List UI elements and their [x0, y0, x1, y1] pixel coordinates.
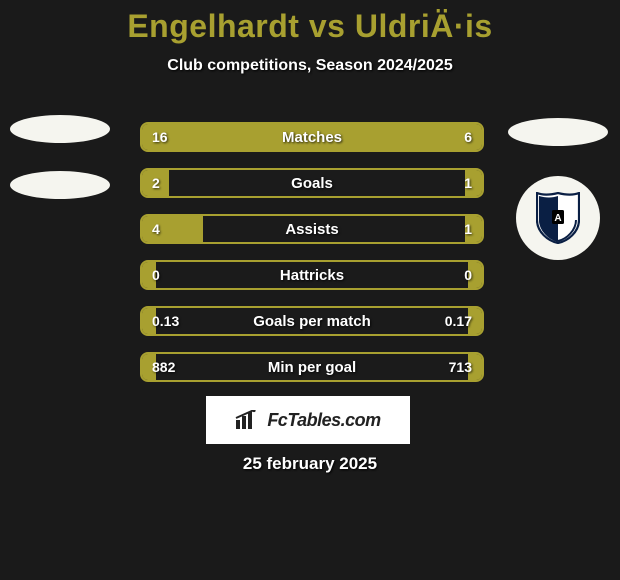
stat-row: 0 0Hattricks — [140, 260, 484, 290]
date-text: 25 february 2025 — [0, 454, 620, 474]
page-title: Engelhardt vs UldriÄ·is — [0, 0, 620, 45]
shield-icon: A — [536, 192, 580, 244]
ellipse-icon — [10, 115, 110, 143]
stat-label: Hattricks — [142, 262, 482, 288]
stat-value-right: 1 — [464, 170, 472, 196]
player-left-badge — [10, 115, 110, 227]
stat-label: Goals per match — [142, 308, 482, 334]
site-logo: FcTables.com — [206, 396, 410, 444]
stat-row: 41Assists — [140, 214, 484, 244]
player-right-badge — [508, 118, 608, 174]
stat-value-left: 16 — [152, 124, 168, 150]
stat-label: Goals — [142, 170, 482, 196]
stat-value-left: 882 — [152, 354, 175, 380]
stat-value-right: 0.17 — [445, 308, 472, 334]
stat-fill-left — [142, 124, 380, 150]
stat-value-right: 713 — [449, 354, 472, 380]
club-logo-right: A — [516, 176, 600, 260]
stat-value-right: 6 — [464, 124, 472, 150]
bars-icon — [235, 410, 261, 430]
ellipse-icon — [508, 118, 608, 146]
stats-panel: 166Matches21Goals41Assists00Hattricks0.1… — [140, 122, 484, 398]
stat-row: 882 713Min per goal — [140, 352, 484, 382]
stat-row: 166Matches — [140, 122, 484, 152]
club-letter: A — [554, 213, 561, 224]
stat-row: 2 1Goals — [140, 168, 484, 198]
stat-value-left: 2 — [152, 170, 160, 196]
infographic-root: Engelhardt vs UldriÄ·is Club competition… — [0, 0, 620, 580]
stat-value-left: 4 — [152, 216, 160, 242]
stat-value-right: 0 — [464, 262, 472, 288]
site-logo-text: FcTables.com — [267, 410, 380, 431]
stat-value-right: 1 — [464, 216, 472, 242]
stat-value-left: 0 — [152, 262, 160, 288]
stat-label: Min per goal — [142, 354, 482, 380]
ellipse-icon — [10, 171, 110, 199]
stat-row: 0.13 0.17Goals per match — [140, 306, 484, 336]
season-subtitle: Club competitions, Season 2024/2025 — [0, 57, 620, 75]
stat-value-left: 0.13 — [152, 308, 179, 334]
